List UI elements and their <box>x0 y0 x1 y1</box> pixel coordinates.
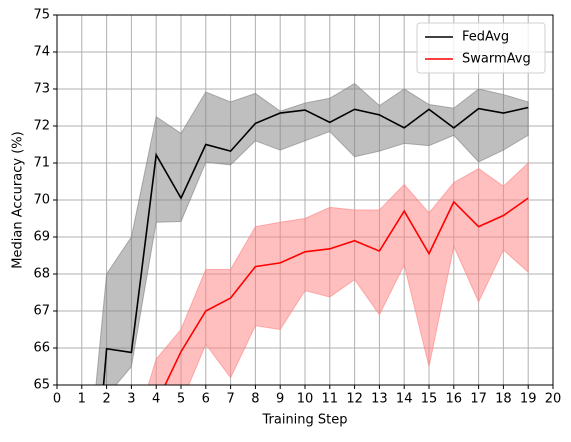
y-tick-label: 66 <box>33 341 50 356</box>
y-tick-label: 68 <box>33 267 50 282</box>
y-tick-label: 65 <box>33 378 50 393</box>
legend-label: SwarmAvg <box>462 52 531 67</box>
x-tick-label: 13 <box>371 392 388 407</box>
data-line <box>164 197 529 385</box>
x-tick-label: 10 <box>297 392 314 407</box>
y-tick-label: 67 <box>33 304 50 319</box>
y-tick-label: 74 <box>33 45 50 60</box>
x-tick-label: 19 <box>520 392 537 407</box>
x-tick-label: 1 <box>78 392 86 407</box>
x-tick-label: 5 <box>177 392 185 407</box>
y-axis-label: Median Accuracy (%) <box>11 131 26 268</box>
y-tick-label: 69 <box>33 230 50 245</box>
y-tick-label: 75 <box>33 8 50 23</box>
confidence-band <box>147 161 529 385</box>
data-line <box>102 106 529 385</box>
y-tick-label: 70 <box>33 193 50 208</box>
x-tick-label: 9 <box>276 392 284 407</box>
x-tick-label: 16 <box>446 392 463 407</box>
legend-box <box>416 22 546 74</box>
confidence-band <box>95 82 529 385</box>
x-axis-label: Training Step <box>261 413 347 428</box>
x-tick-label: 11 <box>322 392 339 407</box>
x-tick-label: 4 <box>152 392 160 407</box>
x-tick-label: 20 <box>545 392 562 407</box>
y-tick-label: 71 <box>33 156 50 171</box>
x-tick-label: 3 <box>127 392 135 407</box>
x-tick-label: 17 <box>470 392 487 407</box>
x-tick-label: 0 <box>53 392 61 407</box>
plot-frame <box>56 14 554 386</box>
legend-label: FedAvg <box>462 30 509 45</box>
x-tick-label: 7 <box>226 392 234 407</box>
x-tick-label: 6 <box>202 392 210 407</box>
y-tick-label: 72 <box>33 119 50 134</box>
x-tick-label: 2 <box>102 392 110 407</box>
y-tick-label: 73 <box>33 82 50 97</box>
x-tick-label: 15 <box>421 392 438 407</box>
plot-area <box>95 82 529 385</box>
x-tick-label: 8 <box>251 392 259 407</box>
x-tick-label: 14 <box>396 392 413 407</box>
x-tick-label: 18 <box>495 392 512 407</box>
x-tick-label: 12 <box>346 392 363 407</box>
